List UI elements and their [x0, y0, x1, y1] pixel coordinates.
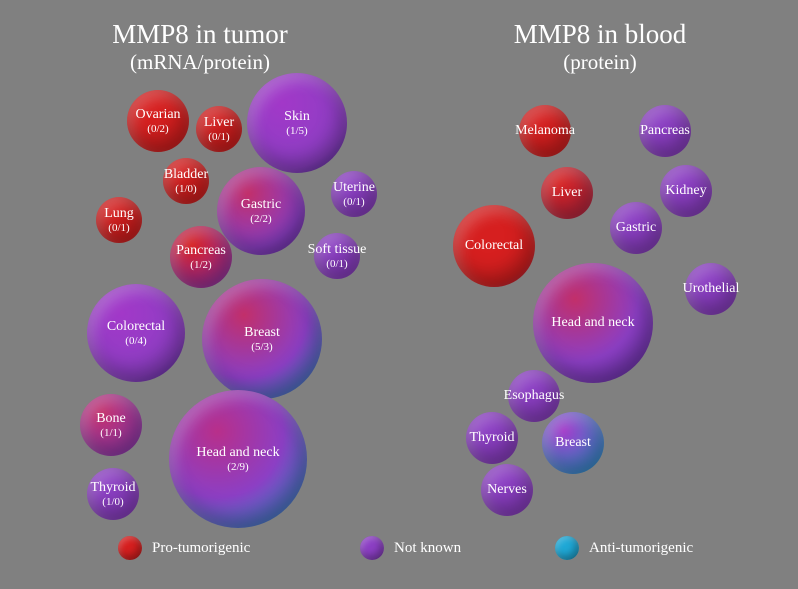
- bubble-sublabel: (1/0): [102, 496, 123, 508]
- bubble-right-head-and-neck: Head and neck: [533, 263, 653, 383]
- bubble-right-liver: Liver: [541, 167, 593, 219]
- bubble-label: Gastric: [616, 220, 656, 235]
- bubble-label: Colorectal: [107, 319, 165, 334]
- bubble-left-breast: Breast(5/3): [202, 279, 322, 399]
- bubble-left-soft-tissue: Soft tissue(0/1): [314, 233, 360, 279]
- bubble-sublabel: (5/3): [251, 341, 272, 353]
- legend-label: Not known: [394, 540, 461, 557]
- bubble-label: Bone: [96, 411, 126, 426]
- bubble-left-skin: Skin(1/5): [247, 73, 347, 173]
- title-right-sub: (protein): [450, 50, 750, 75]
- legend-item-pro-tumorigenic: Pro-tumorigenic: [118, 536, 250, 560]
- title-left-sub: (mRNA/protein): [50, 50, 350, 75]
- bubble-label: Melanoma: [515, 123, 575, 138]
- bubble-sublabel: (0/2): [147, 123, 168, 135]
- bubble-left-ovarian: Ovarian(0/2): [127, 90, 189, 152]
- bubble-label: Ovarian: [135, 107, 180, 122]
- bubble-label: Urothelial: [683, 281, 740, 296]
- bubble-label: Breast: [555, 435, 591, 450]
- bubble-label: Liver: [204, 115, 234, 130]
- bubble-label: Colorectal: [465, 238, 523, 253]
- bubble-label: Skin: [284, 109, 310, 124]
- bubble-sublabel: (0/1): [108, 222, 129, 234]
- bubble-sublabel: (1/1): [100, 427, 121, 439]
- legend-label: Pro-tumorigenic: [152, 540, 250, 557]
- bubble-sublabel: (0/1): [208, 131, 229, 143]
- bubble-label: Lung: [104, 206, 134, 221]
- bubble-label: Esophagus: [504, 388, 565, 403]
- bubble-right-melanoma: Melanoma: [519, 105, 571, 157]
- bubble-sublabel: (0/1): [343, 196, 364, 208]
- legend-dot-icon: [555, 536, 579, 560]
- bubble-sublabel: (1/2): [190, 259, 211, 271]
- bubble-label: Liver: [552, 185, 582, 200]
- bubble-left-colorectal: Colorectal(0/4): [87, 284, 185, 382]
- bubble-sublabel: (2/2): [250, 213, 271, 225]
- bubble-right-pancreas: Pancreas: [639, 105, 691, 157]
- legend-item-anti-tumorigenic: Anti-tumorigenic: [555, 536, 693, 560]
- bubble-label: Uterine: [333, 180, 375, 195]
- bubble-right-nerves: Nerves: [481, 464, 533, 516]
- bubble-sublabel: (1/0): [175, 183, 196, 195]
- bubble-left-liver: Liver(0/1): [196, 106, 242, 152]
- bubble-left-pancreas: Pancreas(1/2): [170, 226, 232, 288]
- bubble-sublabel: (1/5): [286, 125, 307, 137]
- title-right-main: MMP8 in blood: [450, 18, 750, 50]
- legend-dot-icon: [360, 536, 384, 560]
- bubble-left-bone: Bone(1/1): [80, 394, 142, 456]
- bubble-right-breast: Breast: [542, 412, 604, 474]
- bubble-left-thyroid: Thyroid(1/0): [87, 468, 139, 520]
- bubble-label: Soft tissue: [308, 242, 367, 257]
- bubble-label: Thyroid: [469, 430, 514, 445]
- legend-label: Anti-tumorigenic: [589, 540, 693, 557]
- bubble-right-kidney: Kidney: [660, 165, 712, 217]
- bubble-label: Pancreas: [640, 123, 690, 138]
- bubble-label: Nerves: [487, 482, 527, 497]
- diagram-canvas: MMP8 in tumor (mRNA/protein) MMP8 in blo…: [0, 0, 798, 589]
- bubble-label: Bladder: [164, 167, 208, 182]
- bubble-label: Kidney: [665, 183, 706, 198]
- bubble-sublabel: (0/1): [326, 258, 347, 270]
- bubble-right-esophagus: Esophagus: [508, 370, 560, 422]
- bubble-label: Head and neck: [196, 445, 279, 460]
- bubble-label: Pancreas: [176, 243, 226, 258]
- bubble-label: Head and neck: [551, 315, 634, 330]
- title-right: MMP8 in blood (protein): [450, 18, 750, 76]
- bubble-right-colorectal: Colorectal: [453, 205, 535, 287]
- bubble-left-bladder: Bladder(1/0): [163, 158, 209, 204]
- bubble-left-head-and-neck: Head and neck(2/9): [169, 390, 307, 528]
- legend-item-not-known: Not known: [360, 536, 461, 560]
- bubble-label: Gastric: [241, 197, 281, 212]
- bubble-sublabel: (0/4): [125, 335, 146, 347]
- bubble-right-gastric: Gastric: [610, 202, 662, 254]
- title-left: MMP8 in tumor (mRNA/protein): [50, 18, 350, 76]
- bubble-label: Thyroid: [90, 480, 135, 495]
- legend-dot-icon: [118, 536, 142, 560]
- bubble-label: Breast: [244, 325, 280, 340]
- bubble-left-uterine: Uterine(0/1): [331, 171, 377, 217]
- bubble-left-lung: Lung(0/1): [96, 197, 142, 243]
- bubble-right-urothelial: Urothelial: [685, 263, 737, 315]
- bubble-right-thyroid: Thyroid: [466, 412, 518, 464]
- bubble-left-gastric: Gastric(2/2): [217, 167, 305, 255]
- bubble-sublabel: (2/9): [227, 461, 248, 473]
- title-left-main: MMP8 in tumor: [50, 18, 350, 50]
